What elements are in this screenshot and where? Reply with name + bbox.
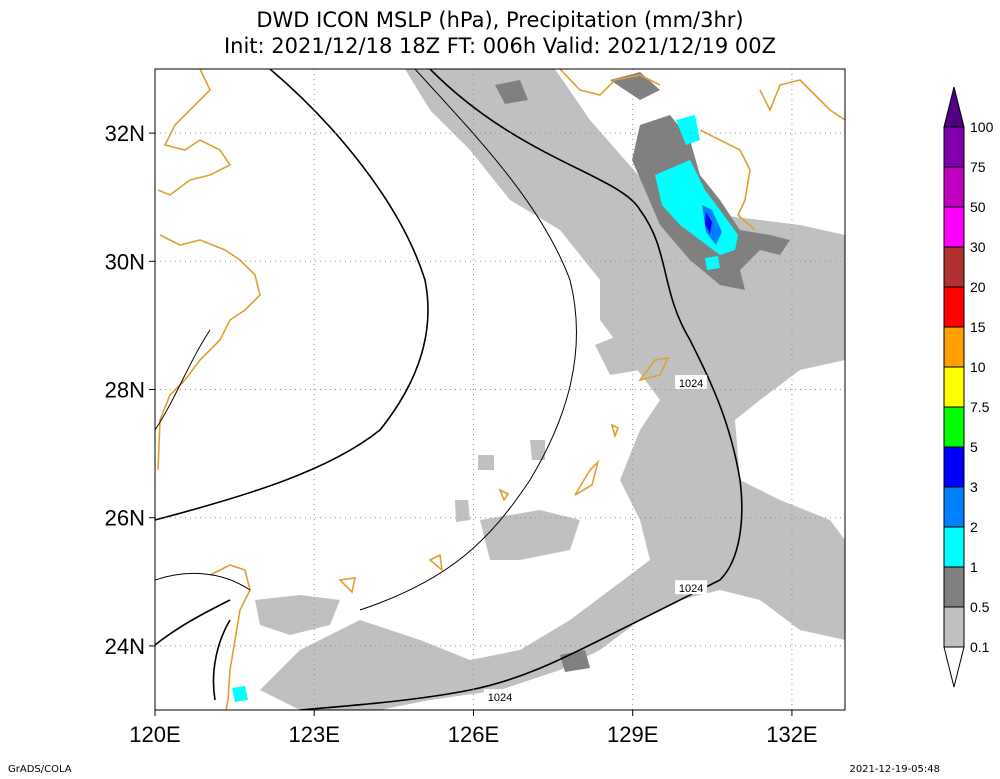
colorbar-label: 0.1 [970, 639, 990, 655]
colorbar-swatch [943, 406, 965, 448]
coastline [209, 564, 251, 710]
colorbar-label: 7.5 [970, 399, 990, 415]
isobar-line [212, 619, 231, 701]
colorbar-swatch [943, 326, 965, 368]
x-tick-label: 126E [448, 722, 499, 747]
y-tick-label: 26N [105, 506, 145, 531]
colorbar-label: 30 [970, 239, 986, 255]
colorbar-swatch [943, 166, 965, 208]
isobar-line [155, 573, 251, 591]
isobar-label: 1024 [679, 583, 703, 595]
chart-subtitle: Init: 2021/12/18 18Z FT: 006h Valid: 202… [223, 34, 777, 58]
colorbar-label: 15 [970, 319, 986, 335]
isobar-line [359, 69, 577, 611]
colorbar-label: 0.5 [970, 599, 990, 615]
colorbar-label: 3 [970, 479, 978, 495]
y-tick-label: 32N [105, 121, 145, 146]
x-tick-label: 132E [766, 722, 817, 747]
footer-timestamp: 2021-12-19-05:48 [849, 764, 940, 775]
coastline [498, 488, 510, 502]
x-tick-label: 120E [129, 722, 180, 747]
colorbar-swatch [943, 366, 965, 408]
colorbar-swatch [943, 446, 965, 488]
colorbar-swatch [943, 286, 965, 328]
colorbar-legend: 0.1 0.5 1 2 3 5 7.5 10 15 20 30 50 75 100 [943, 86, 994, 688]
precip-medium-area [495, 80, 528, 104]
colorbar-label: 75 [970, 159, 986, 175]
x-tick-label: 129E [607, 722, 658, 747]
colorbar-label: 50 [970, 199, 986, 215]
colorbar-label: 1 [970, 559, 978, 575]
precip-light-area [255, 595, 340, 635]
isobar-line [299, 69, 743, 710]
precip-heavy-area [705, 256, 720, 270]
isobar-label-bg [484, 689, 516, 704]
y-tick-label: 24N [105, 634, 145, 659]
coastline [638, 356, 670, 382]
colorbar-swatch [943, 126, 965, 168]
coastline [759, 79, 845, 121]
colorbar-label: 5 [970, 439, 978, 455]
coastline [699, 129, 756, 231]
y-axis: 24N 26N 28N 30N 32N [105, 121, 155, 659]
colorbar-swatch [943, 606, 965, 648]
colorbar-swatch [943, 246, 965, 288]
coastline [157, 69, 232, 196]
x-tick-label: 123E [289, 722, 340, 747]
chart-title: DWD ICON MSLP (hPa), Precipitation (mm/3… [256, 8, 744, 32]
y-tick-label: 30N [105, 249, 145, 274]
colorbar-arrow-bottom [943, 646, 965, 688]
isobar-line [155, 329, 211, 431]
colorbar-swatch [943, 526, 965, 568]
isobar-label-bg [675, 580, 708, 595]
colorbar-label: 20 [970, 279, 986, 295]
precip-light-area [478, 455, 494, 470]
coastline [338, 577, 357, 594]
isobar-label: 1024 [488, 692, 512, 704]
colorbar-label: 10 [970, 359, 986, 375]
colorbar-swatch [943, 566, 965, 608]
colorbar-label: 2 [970, 519, 978, 535]
isobar-labels: 1024 1024 1024 [484, 375, 708, 704]
precip-heaviest-area [705, 212, 712, 234]
isobar-label-bg [675, 375, 708, 390]
isobar-line [155, 69, 429, 521]
coastline [610, 423, 620, 439]
footer-credit: GrADS/COLA [8, 764, 72, 775]
precip-light-area [700, 290, 740, 320]
colorbar-swatch [943, 206, 965, 248]
coastline [574, 459, 600, 496]
colorbar-swatch [943, 486, 965, 528]
x-axis: 120E 123E 126E 129E 132E [129, 710, 818, 747]
y-tick-label: 28N [105, 378, 145, 403]
precip-light-area [530, 440, 545, 460]
coastline [428, 553, 444, 572]
colorbar-label: 100 [970, 119, 994, 135]
colorbar-arrow-top [943, 86, 965, 128]
coastline [559, 69, 661, 96]
precip-light-area [455, 500, 470, 522]
precip-heavy-area [232, 686, 248, 702]
gridlines [155, 69, 845, 710]
precip-light-area [480, 510, 580, 560]
isobar-line [155, 599, 231, 646]
isobar-label: 1024 [679, 378, 703, 390]
precip-heavy-area [676, 115, 700, 145]
coastline-layer [157, 69, 845, 710]
isobar-layer [155, 69, 743, 710]
